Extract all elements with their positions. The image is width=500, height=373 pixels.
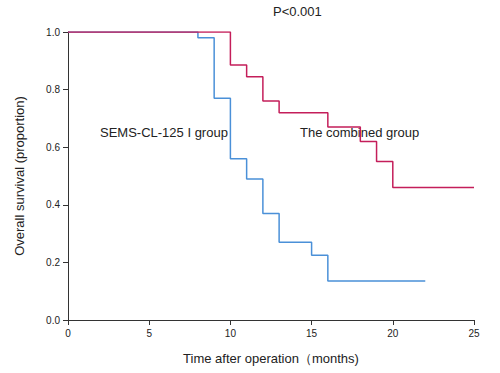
svg-text:0.4: 0.4: [46, 199, 60, 210]
svg-text:25: 25: [468, 328, 480, 339]
svg-text:0.8: 0.8: [46, 84, 60, 95]
svg-text:The combined group: The combined group: [300, 125, 420, 140]
svg-text:0.2: 0.2: [46, 257, 60, 268]
svg-text:0.0: 0.0: [46, 315, 60, 326]
svg-text:SEMS-CL-125 I group: SEMS-CL-125 I group: [100, 125, 228, 140]
svg-text:Overall survival (proportion): Overall survival (proportion): [12, 96, 27, 256]
svg-text:P<0.001: P<0.001: [273, 4, 322, 19]
svg-text:20: 20: [387, 328, 399, 339]
svg-text:1.0: 1.0: [46, 27, 60, 38]
svg-text:15: 15: [306, 328, 318, 339]
svg-text:5: 5: [146, 328, 152, 339]
svg-text:10: 10: [225, 328, 237, 339]
svg-text:0: 0: [65, 328, 71, 339]
svg-text:0.6: 0.6: [46, 142, 60, 153]
svg-text:Time after operation（months): Time after operation（months): [183, 351, 359, 366]
